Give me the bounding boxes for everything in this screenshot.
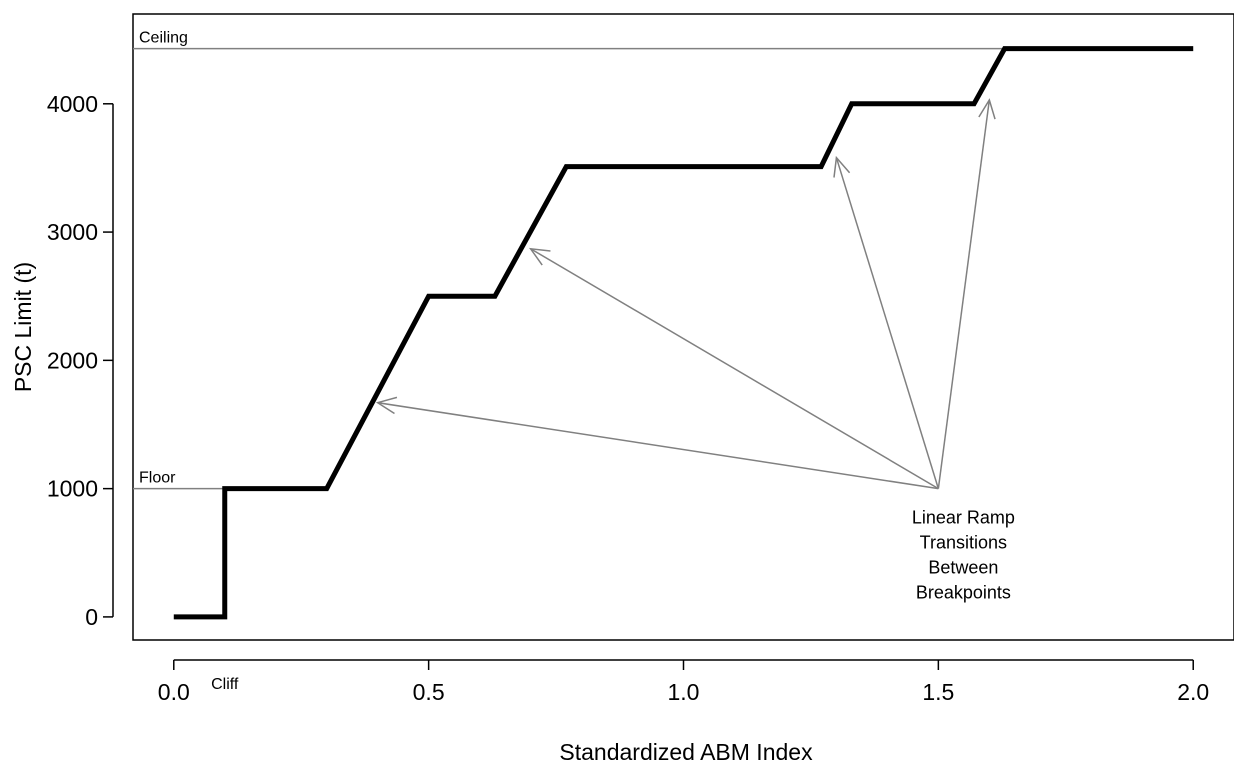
floor-label: Floor: [139, 470, 176, 487]
x-tick-label: 1.0: [668, 679, 700, 705]
ramp-annotation-line: Transitions: [920, 533, 1007, 553]
annotation-arrow: [377, 401, 939, 490]
ramp-annotation-line: Breakpoints: [916, 583, 1011, 603]
y-axis-title: PSC Limit (t): [10, 262, 36, 392]
annotation-arrows: [375, 98, 996, 490]
x-tick-label: 2.0: [1177, 679, 1209, 705]
x-axis: 0.0 0.5 1.0 1.5 2.0: [158, 659, 1209, 705]
y-axis: 0 1000 2000 3000 4000: [47, 91, 114, 630]
ramp-annotation: Linear Ramp Transitions Between Breakpoints: [912, 508, 1015, 603]
annotation-arrow: [937, 99, 991, 489]
arrow-head: [833, 155, 851, 178]
y-tick-label: 3000: [47, 219, 98, 245]
psc-limit-line: [173, 46, 1194, 620]
arrow-head: [528, 247, 551, 266]
x-tick-label: 0.5: [413, 679, 445, 705]
ramp-annotation-line: Between: [928, 558, 998, 578]
y-tick-label: 4000: [47, 91, 98, 117]
y-tick-label: 2000: [47, 347, 98, 373]
annotations: Linear Ramp Transitions Between Breakpoints…: [211, 508, 1015, 693]
arrow-head: [375, 396, 398, 415]
y-tick-label: 0: [85, 604, 98, 630]
x-tick-label: 1.5: [922, 679, 954, 705]
ramp-annotation-line: Linear Ramp: [912, 508, 1015, 528]
annotation-arrow: [835, 157, 940, 489]
x-tick-label: 0.0: [158, 679, 190, 705]
annotation-arrow: [530, 248, 939, 490]
cliff-label: Cliff: [211, 676, 239, 693]
plot-frame: [132, 13, 1234, 641]
arrow-head: [978, 98, 996, 120]
ceiling-label: Ceiling: [139, 30, 188, 47]
y-tick-label: 1000: [47, 476, 98, 502]
series-group: [173, 46, 1194, 620]
x-axis-title: Standardized ABM Index: [559, 739, 813, 764]
reference-lines: Ceiling Floor: [133, 30, 1005, 490]
